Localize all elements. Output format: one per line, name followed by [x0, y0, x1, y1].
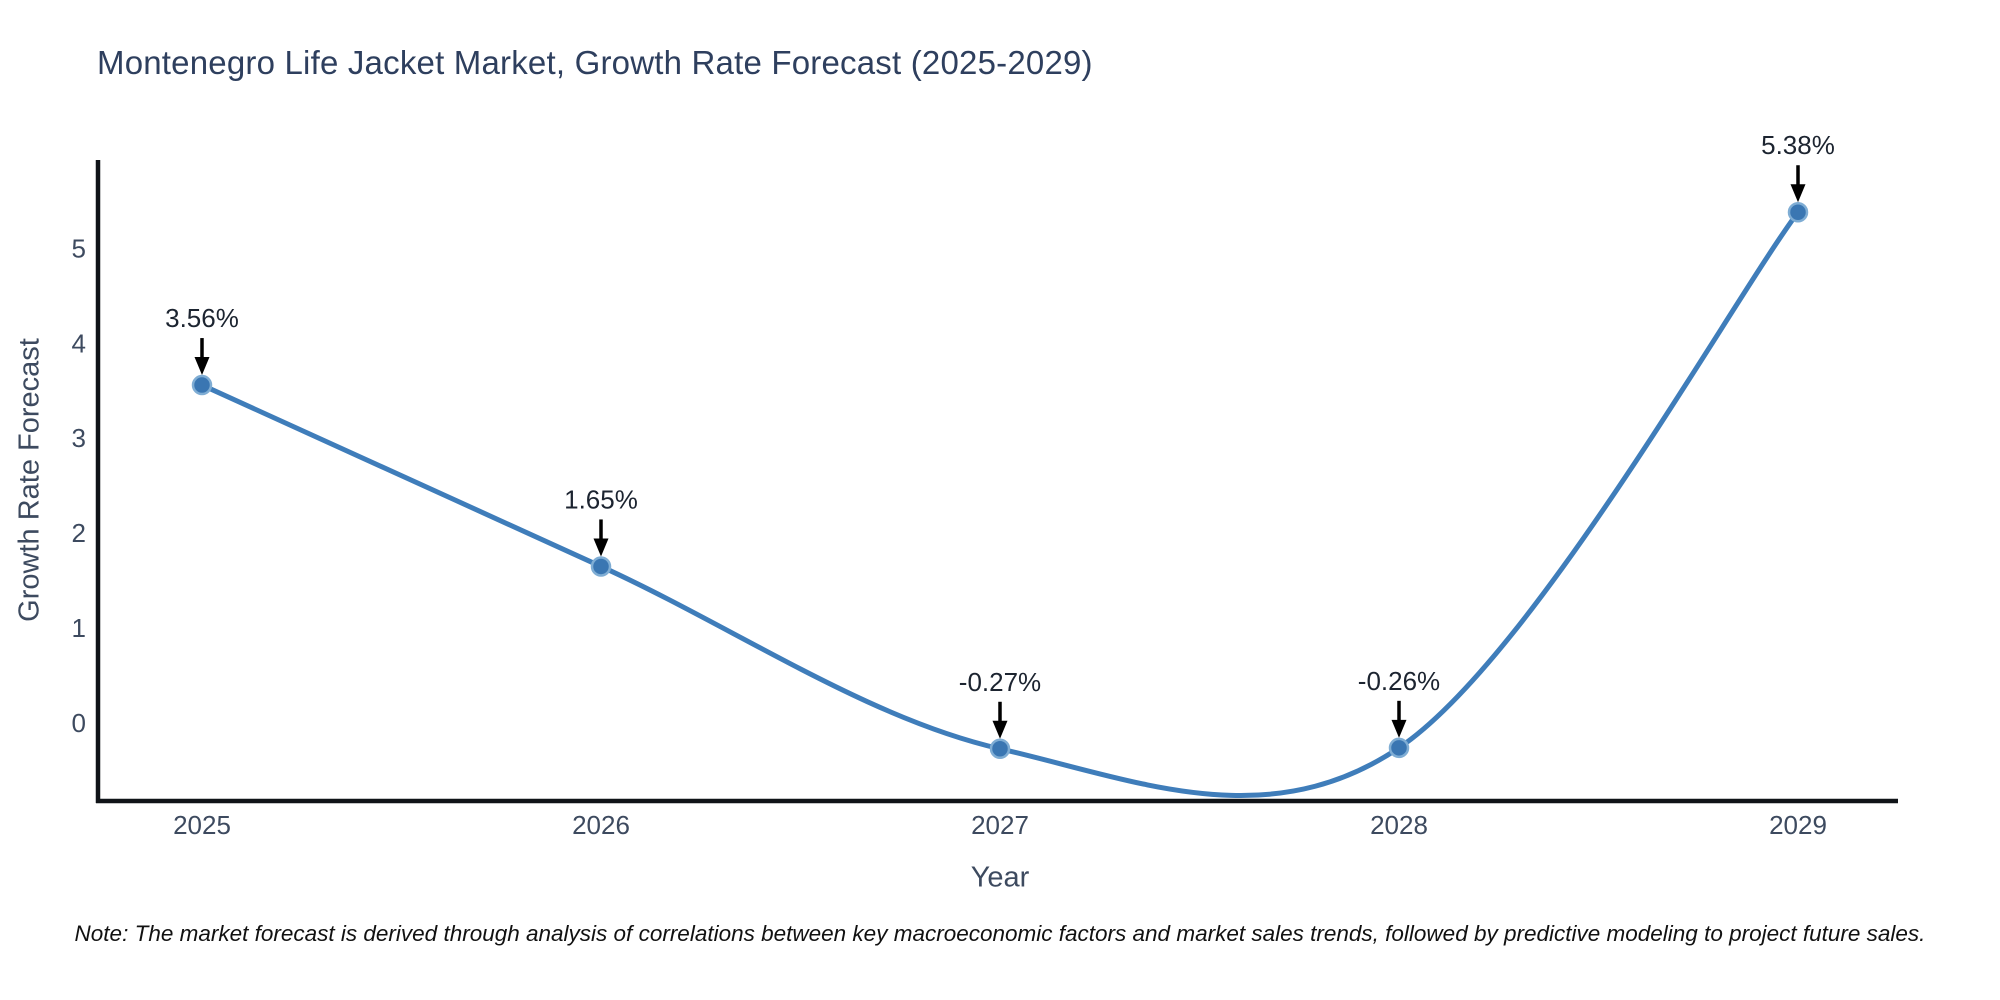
x-tick-label: 2026: [572, 810, 630, 840]
x-tick-label: 2027: [971, 810, 1029, 840]
y-axis-title: Growth Rate Forecast: [13, 338, 46, 622]
annotation-label: -0.27%: [959, 667, 1041, 697]
x-axis-title: Year: [970, 861, 1030, 894]
data-point-marker[interactable]: [590, 556, 612, 577]
data-point-marker[interactable]: [191, 374, 213, 396]
x-tick-label: 2029: [1769, 810, 1827, 840]
annotation-arrowhead: [1790, 184, 1806, 203]
annotation-label: 3.56%: [165, 303, 239, 333]
data-point-marker[interactable]: [989, 738, 1011, 760]
annotation-arrowhead: [194, 357, 210, 376]
data-point-marker[interactable]: [1787, 201, 1809, 223]
y-tick-label: 5: [72, 233, 86, 263]
y-tick-label: 3: [72, 423, 86, 453]
annotation-label: 1.65%: [564, 484, 638, 514]
y-tick-label: 0: [72, 708, 86, 738]
annotation-arrowhead: [992, 720, 1008, 739]
annotation-arrowhead: [593, 538, 609, 557]
x-tick-label: 2025: [173, 810, 231, 840]
y-tick-label: 2: [72, 518, 86, 548]
footnote: Note: The market forecast is derived thr…: [74, 921, 1926, 946]
annotation-arrowhead: [1391, 719, 1407, 738]
y-tick-label: 1: [72, 613, 86, 643]
annotation-label: -0.26%: [1358, 666, 1440, 696]
y-tick-label: 4: [72, 328, 86, 358]
chart-title: Montenegro Life Jacket Market, Growth Ra…: [97, 44, 1093, 81]
x-tick-label: 2028: [1370, 810, 1428, 840]
annotation-label: 5.38%: [1761, 130, 1835, 160]
forecast-line: [199, 209, 1801, 798]
data-point-marker[interactable]: [1388, 737, 1410, 759]
